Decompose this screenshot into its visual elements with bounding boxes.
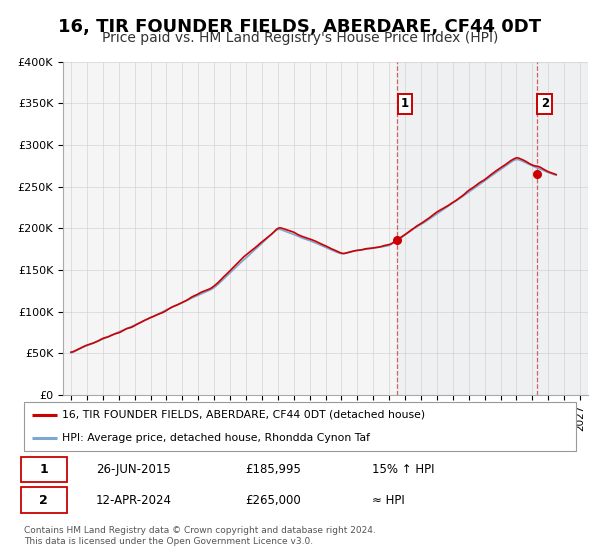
FancyBboxPatch shape: [21, 487, 67, 513]
Bar: [397, 62, 588, 395]
Text: 15% ↑ HPI: 15% ↑ HPI: [372, 463, 434, 476]
Text: £265,000: £265,000: [245, 493, 301, 507]
Text: 26-JUN-2015: 26-JUN-2015: [96, 463, 170, 476]
Text: HPI: Average price, detached house, Rhondda Cynon Taf: HPI: Average price, detached house, Rhon…: [62, 433, 370, 443]
Text: 12-APR-2024: 12-APR-2024: [96, 493, 172, 507]
Text: 2: 2: [40, 493, 48, 507]
Text: 16, TIR FOUNDER FIELDS, ABERDARE, CF44 0DT: 16, TIR FOUNDER FIELDS, ABERDARE, CF44 0…: [58, 18, 542, 36]
Text: ≈ HPI: ≈ HPI: [372, 493, 404, 507]
Text: 2: 2: [541, 97, 549, 110]
Text: £185,995: £185,995: [245, 463, 301, 476]
Text: 1: 1: [401, 97, 409, 110]
Text: 1: 1: [40, 463, 48, 476]
FancyBboxPatch shape: [21, 456, 67, 482]
Text: Price paid vs. HM Land Registry's House Price Index (HPI): Price paid vs. HM Land Registry's House …: [102, 31, 498, 45]
FancyBboxPatch shape: [24, 402, 576, 451]
Text: Contains HM Land Registry data © Crown copyright and database right 2024.
This d: Contains HM Land Registry data © Crown c…: [24, 526, 376, 546]
Text: 16, TIR FOUNDER FIELDS, ABERDARE, CF44 0DT (detached house): 16, TIR FOUNDER FIELDS, ABERDARE, CF44 0…: [62, 410, 425, 420]
